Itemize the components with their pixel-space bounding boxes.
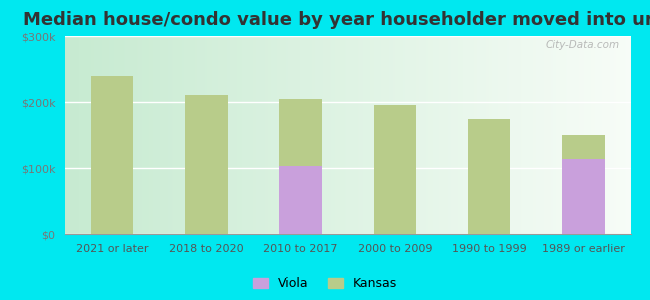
Bar xyxy=(562,135,604,234)
Legend: Viola, Kansas: Viola, Kansas xyxy=(250,273,400,294)
Bar xyxy=(280,166,322,234)
Bar xyxy=(468,118,510,234)
Bar xyxy=(91,76,133,234)
Bar xyxy=(280,99,322,234)
Bar xyxy=(374,105,416,234)
Bar xyxy=(562,159,604,234)
Bar xyxy=(185,95,227,234)
Title: Median house/condo value by year householder moved into unit: Median house/condo value by year househo… xyxy=(23,11,650,29)
Text: City-Data.com: City-Data.com xyxy=(545,40,619,50)
